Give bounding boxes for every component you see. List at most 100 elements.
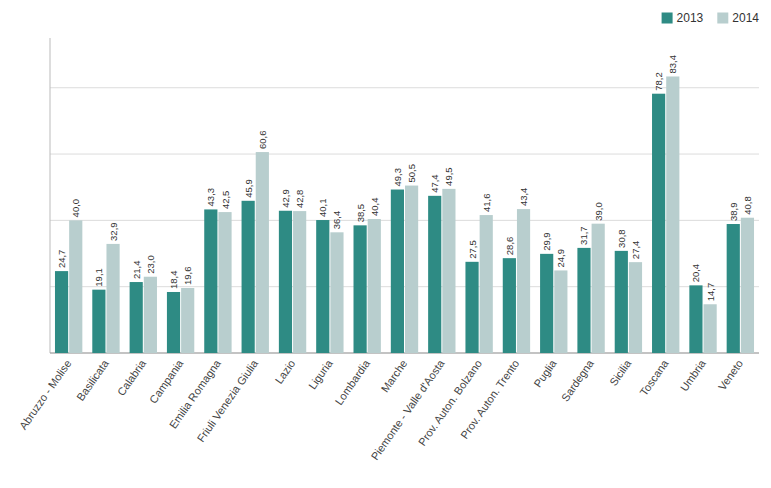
x-tick-label: Friuli Venezia Giulia bbox=[195, 357, 261, 444]
bar bbox=[503, 258, 516, 353]
x-tick-label: Campania bbox=[147, 357, 186, 406]
data-label: 49,5 bbox=[443, 167, 454, 186]
bar bbox=[218, 212, 231, 353]
data-label: 43,4 bbox=[518, 188, 529, 207]
legend: 20132014 bbox=[662, 11, 760, 25]
x-tick-label: Calabria bbox=[115, 357, 149, 398]
data-label: 38,9 bbox=[728, 203, 739, 222]
data-label: 50,5 bbox=[406, 164, 417, 183]
bar bbox=[204, 209, 217, 353]
bars bbox=[55, 76, 754, 353]
data-label: 28,6 bbox=[504, 237, 515, 256]
data-label: 14,7 bbox=[705, 283, 716, 302]
bar bbox=[92, 290, 105, 353]
bar bbox=[689, 285, 702, 353]
data-label: 21,4 bbox=[131, 261, 142, 280]
bar bbox=[293, 211, 306, 353]
data-label: 38,5 bbox=[355, 204, 366, 223]
bar bbox=[167, 292, 180, 353]
legend-swatch bbox=[662, 13, 673, 24]
data-label: 19,1 bbox=[93, 268, 104, 287]
bar bbox=[629, 262, 642, 353]
grid bbox=[50, 88, 759, 353]
data-label: 31,7 bbox=[578, 226, 589, 245]
data-label: 40,0 bbox=[70, 199, 81, 218]
data-label: 43,3 bbox=[205, 188, 216, 207]
x-tick-label: Liguria bbox=[306, 357, 335, 392]
bar bbox=[330, 232, 343, 353]
x-tick-label: Abruzzo - Molise bbox=[17, 358, 74, 432]
x-tick-label: Umbria bbox=[678, 357, 709, 394]
legend-item: 2013 bbox=[662, 11, 704, 25]
bar bbox=[727, 224, 740, 353]
x-tick-label: Prov. Auton. Bolzano bbox=[416, 358, 484, 448]
data-label: 47,4 bbox=[429, 174, 440, 193]
x-tick-label: Sicilia bbox=[607, 357, 634, 388]
data-label: 40,8 bbox=[742, 196, 753, 215]
data-label: 36,4 bbox=[331, 211, 342, 230]
bar bbox=[428, 196, 441, 353]
data-label: 42,8 bbox=[294, 190, 305, 209]
data-label: 60,6 bbox=[257, 131, 268, 150]
bar bbox=[465, 262, 478, 353]
bar bbox=[741, 218, 754, 353]
data-label: 18,4 bbox=[168, 270, 179, 289]
data-label: 19,6 bbox=[182, 267, 193, 286]
bar bbox=[144, 277, 157, 353]
bar bbox=[577, 248, 590, 353]
chart: 24,719,121,418,443,345,942,940,138,549,3… bbox=[0, 0, 771, 488]
data-label: 83,4 bbox=[667, 55, 678, 74]
x-tick-label: Prov. Auton. Trento bbox=[458, 358, 521, 441]
x-tick-label: Sardegna bbox=[559, 357, 597, 404]
bar bbox=[69, 220, 82, 353]
data-label: 23,0 bbox=[145, 255, 156, 274]
bar bbox=[666, 76, 679, 353]
data-label: 29,9 bbox=[541, 232, 552, 251]
bar bbox=[554, 270, 567, 353]
bar bbox=[592, 224, 605, 353]
data-label: 30,8 bbox=[616, 229, 627, 248]
bar bbox=[517, 209, 530, 353]
bar bbox=[55, 271, 68, 353]
data-label: 27,4 bbox=[630, 241, 641, 260]
data-label: 20,4 bbox=[690, 264, 701, 283]
x-tick-label: Veneto bbox=[716, 358, 745, 393]
bar bbox=[540, 254, 553, 353]
data-label: 24,9 bbox=[555, 249, 566, 268]
data-label: 41,6 bbox=[481, 194, 492, 213]
data-label: 27,5 bbox=[467, 240, 478, 259]
data-label: 40,1 bbox=[317, 199, 328, 218]
bar bbox=[354, 225, 367, 353]
data-labels: 24,719,121,418,443,345,942,940,138,549,3… bbox=[56, 55, 753, 301]
legend-swatch bbox=[717, 13, 728, 24]
data-label: 40,4 bbox=[369, 198, 380, 217]
bar bbox=[256, 152, 269, 353]
bar bbox=[368, 219, 381, 353]
data-label: 39,0 bbox=[593, 202, 604, 221]
x-tick-label: Marche bbox=[379, 358, 410, 395]
bar bbox=[279, 211, 292, 353]
bar bbox=[405, 186, 418, 353]
bar bbox=[652, 94, 665, 353]
bar bbox=[316, 220, 329, 353]
bar bbox=[442, 189, 455, 353]
bar bbox=[615, 251, 628, 353]
bar bbox=[480, 215, 493, 353]
bar bbox=[704, 304, 717, 353]
data-label: 42,9 bbox=[280, 189, 291, 208]
bar bbox=[106, 244, 119, 353]
x-tick-label: Piemonte - Valle d'Aosta bbox=[368, 357, 447, 462]
data-label: 45,9 bbox=[243, 179, 254, 198]
data-label: 32,9 bbox=[108, 222, 119, 241]
data-label: 42,5 bbox=[220, 191, 231, 210]
x-tick-label: Lombardia bbox=[332, 357, 372, 407]
data-label: 24,7 bbox=[56, 250, 67, 269]
data-label: 78,2 bbox=[653, 72, 664, 91]
bar bbox=[130, 282, 143, 353]
bar bbox=[391, 190, 404, 353]
y-axis-line bbox=[50, 38, 51, 353]
x-tick-label: Puglia bbox=[531, 357, 559, 390]
bar bbox=[242, 201, 255, 353]
x-tick-label: Toscana bbox=[637, 357, 671, 398]
x-tick-label: Basilicata bbox=[74, 357, 111, 403]
